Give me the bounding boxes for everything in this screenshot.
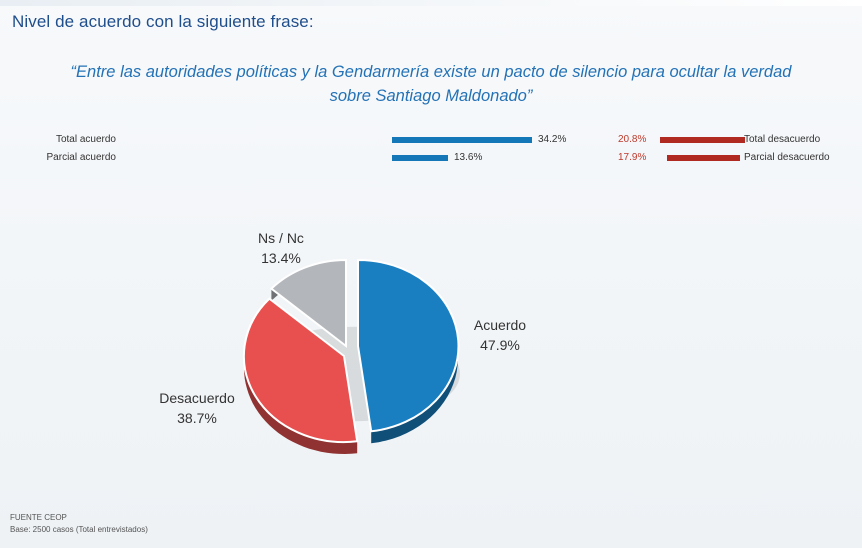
pie-slice-ns-nc (269, 258, 347, 349)
bar-label: Parcial acuerdo (46, 152, 116, 163)
bar-value: 13.6% (454, 152, 483, 163)
source-note: FUENTE CEOP (10, 513, 67, 522)
page-title: Nivel de acuerdo con la siguiente frase: (12, 12, 314, 31)
bar-value: 17.9% (618, 152, 647, 163)
bar-parcial-acuerdo (392, 155, 448, 161)
pie-slice-desacuerdo (242, 297, 359, 444)
bar-total-acuerdo (392, 137, 532, 143)
quote-line-2: sobre Santiago Maldonado” (329, 87, 533, 105)
bar-total-desacuerdo (660, 137, 745, 143)
quote-line-1: “Entre las autoridades políticas y la Ge… (70, 63, 792, 81)
bar-value: 34.2% (538, 134, 567, 145)
bar-label: Total desacuerdo (744, 134, 821, 145)
bar-label: Total acuerdo (55, 134, 116, 145)
top-frame (0, 0, 862, 6)
bar-row-parcial-desacuerdo: 17.9% Parcial desacuerdo (600, 151, 862, 165)
bar-row-total-acuerdo: Total acuerdo 34.2% (0, 133, 600, 147)
pie-label-name: Acuerdo (474, 317, 526, 333)
pie-label-name: Ns / Nc (258, 230, 304, 246)
pie-slice-acuerdo (357, 258, 460, 433)
quote-text: “Entre las autoridades políticas y la Ge… (0, 60, 862, 108)
pie-label-value: 47.9% (480, 337, 520, 353)
base-note: Base: 2500 casos (Total entrevistados) (10, 525, 148, 534)
footer: FUENTE CEOP Base: 2500 casos (Total entr… (10, 512, 148, 536)
bar-row-parcial-acuerdo: Parcial acuerdo 13.6% (0, 151, 600, 165)
bar-value: 20.8% (618, 134, 647, 145)
pie-label-value: 13.4% (261, 250, 301, 266)
pie-label-value: 38.7% (177, 410, 217, 426)
bar-label: Parcial desacuerdo (744, 152, 830, 163)
bar-row-total-desacuerdo: 20.8% Total desacuerdo (600, 133, 862, 147)
pie-label-name: Desacuerdo (159, 390, 235, 406)
bar-parcial-desacuerdo (667, 155, 740, 161)
